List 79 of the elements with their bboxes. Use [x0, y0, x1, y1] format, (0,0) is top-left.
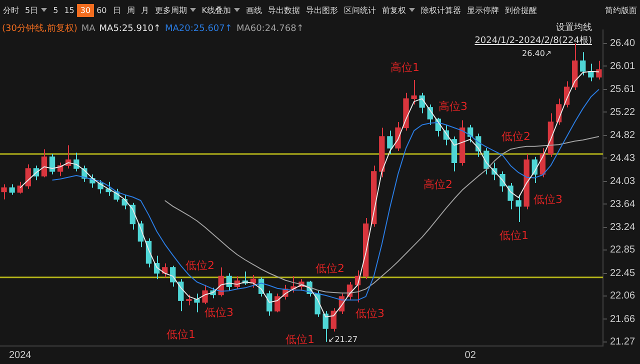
candlestick: [580, 52, 586, 76]
text: 导出图形: [305, 4, 339, 16]
text: 到价提醒: [504, 4, 538, 16]
y-tick-label: 24.43: [610, 152, 636, 164]
text: 前复权: [381, 4, 407, 16]
text: 简约版面: [604, 4, 638, 16]
text: 导出数据: [267, 4, 301, 16]
annotation: 低位1: [500, 229, 528, 242]
text: 更多周期: [154, 4, 188, 16]
candlestick: [9, 184, 15, 196]
text: K线叠加: [200, 4, 232, 16]
y-tick-label: 24.03: [610, 176, 636, 188]
annotation: 26.40↗: [522, 48, 552, 60]
text: 2024/1/2-2024/2/8(224根): [474, 35, 592, 48]
y-tick-label: 26.40: [610, 38, 636, 50]
text: 15: [63, 4, 76, 16]
text: MA60:24.768↑: [236, 24, 304, 34]
candlestick: [516, 194, 522, 223]
candlestick: [508, 182, 514, 210]
y-tick-label: 25.61: [610, 84, 636, 96]
annotation: 高位2: [424, 178, 452, 191]
candlestick: [1, 184, 7, 200]
text: 显示停牌: [466, 4, 500, 16]
x-tick-label: 02: [464, 350, 476, 361]
y-tick-label: 23.24: [610, 222, 636, 234]
candlestick: [202, 284, 208, 305]
annotation: 低位1: [286, 333, 314, 346]
annotation: 设置均线: [555, 22, 592, 35]
y-tick-label: 25.22: [610, 106, 636, 118]
annotation: 低位3: [534, 193, 562, 206]
annotation: 低位1: [166, 328, 196, 341]
text: MA5:25.910↑: [99, 24, 161, 34]
text: 周: [126, 4, 136, 16]
candlestick: [186, 294, 192, 306]
text: 分时: [2, 4, 20, 16]
y-tick-label: 24.82: [610, 130, 636, 142]
y-tick-label: 23.64: [610, 198, 636, 210]
candlestick: [49, 153, 56, 175]
text: MA20:25.607↑: [164, 24, 232, 34]
annotation: 低位2: [186, 259, 214, 272]
candlestick: [596, 60, 602, 80]
y-tick-label: 21.66: [610, 314, 636, 325]
y-tick-label: 21.27: [610, 336, 636, 348]
chart-title: (30分钟线,前复权): [2, 24, 78, 34]
annotation: 高位3: [438, 100, 468, 113]
candlestick: [387, 130, 393, 154]
text: 60: [96, 4, 108, 16]
legend-title: MA: [81, 24, 96, 34]
text: 除权计算器: [420, 4, 462, 16]
candlestick: [178, 278, 184, 312]
candlestick: [41, 148, 48, 178]
candlestick: [25, 164, 31, 190]
y-tick-label: 22.85: [610, 244, 636, 256]
candlestick: [194, 293, 200, 313]
annotation: 低位2: [316, 262, 344, 275]
text: 画线: [245, 4, 263, 16]
candlestick: [250, 274, 256, 288]
candlestick: [395, 121, 401, 152]
y-tick-label: 22.45: [610, 268, 636, 280]
y-tick-label: 22.06: [610, 290, 636, 302]
candlestick: [330, 308, 336, 332]
candlestick: [411, 80, 417, 105]
annotation: 低位3: [356, 307, 384, 320]
y-tick-label: 26.01: [610, 60, 636, 72]
candlestick: [451, 136, 458, 172]
annotation: ↙21.27: [328, 334, 358, 346]
annotation: 低位3: [204, 306, 234, 319]
text: 30: [77, 4, 94, 16]
text: 区间统计: [343, 4, 377, 16]
candlestick: [274, 293, 280, 313]
x-tick-label: 2024: [8, 350, 32, 361]
text: 5: [52, 4, 60, 16]
candlestick: [322, 310, 328, 342]
text: 月: [140, 4, 150, 16]
text: 5日: [24, 4, 40, 16]
annotation: 高位1: [390, 61, 420, 74]
text: 日: [112, 4, 122, 16]
annotation: 低位2: [502, 130, 530, 143]
candlestick: [170, 265, 176, 288]
